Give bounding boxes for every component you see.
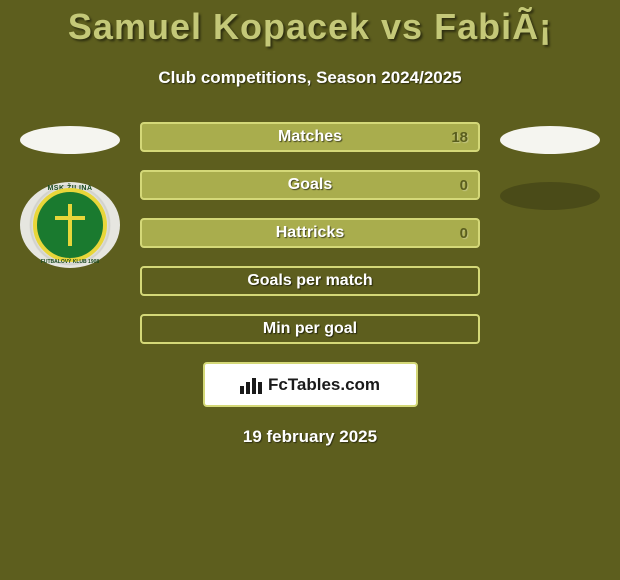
team-logo-inner <box>33 188 107 262</box>
stat-label: Min per goal <box>263 320 357 338</box>
stat-label: Goals per match <box>247 272 372 290</box>
stat-label: Hattricks <box>276 224 344 242</box>
stat-label: Matches <box>278 128 342 146</box>
team-logo-cross-icon <box>55 204 85 246</box>
stat-value: 0 <box>460 225 468 242</box>
player2-avatar-placeholder <box>500 126 600 154</box>
snapshot-date: 19 february 2025 <box>0 427 620 447</box>
stat-row-goals: Goals 0 <box>140 170 480 200</box>
stat-label: Goals <box>288 176 332 194</box>
left-player-column: MSK ŽILINA FUTBALOVÝ KLUB 1908 <box>20 122 120 344</box>
stats-center-column: Matches 18 Goals 0 Hattricks 0 Goals per… <box>140 122 480 344</box>
player1-avatar-placeholder <box>20 126 120 154</box>
page-title: Samuel Kopacek vs FabiÃ¡ <box>0 0 620 48</box>
player1-team-logo: MSK ŽILINA FUTBALOVÝ KLUB 1908 <box>20 182 120 268</box>
stat-row-min-per-goal: Min per goal <box>140 314 480 344</box>
right-player-column <box>500 122 600 344</box>
player2-team-placeholder <box>500 182 600 210</box>
team-logo-bottom-text: FUTBALOVÝ KLUB 1908 <box>20 259 120 265</box>
page-subtitle: Club competitions, Season 2024/2025 <box>0 68 620 88</box>
stat-row-goals-per-match: Goals per match <box>140 266 480 296</box>
fctables-label: FcTables.com <box>268 375 380 395</box>
stats-area: MSK ŽILINA FUTBALOVÝ KLUB 1908 Matches 1… <box>0 122 620 344</box>
stat-row-matches: Matches 18 <box>140 122 480 152</box>
fctables-branding[interactable]: FcTables.com <box>203 362 418 407</box>
stat-value: 0 <box>460 177 468 194</box>
stat-row-hattricks: Hattricks 0 <box>140 218 480 248</box>
bar-chart-icon <box>240 376 262 394</box>
stat-value: 18 <box>451 129 468 146</box>
